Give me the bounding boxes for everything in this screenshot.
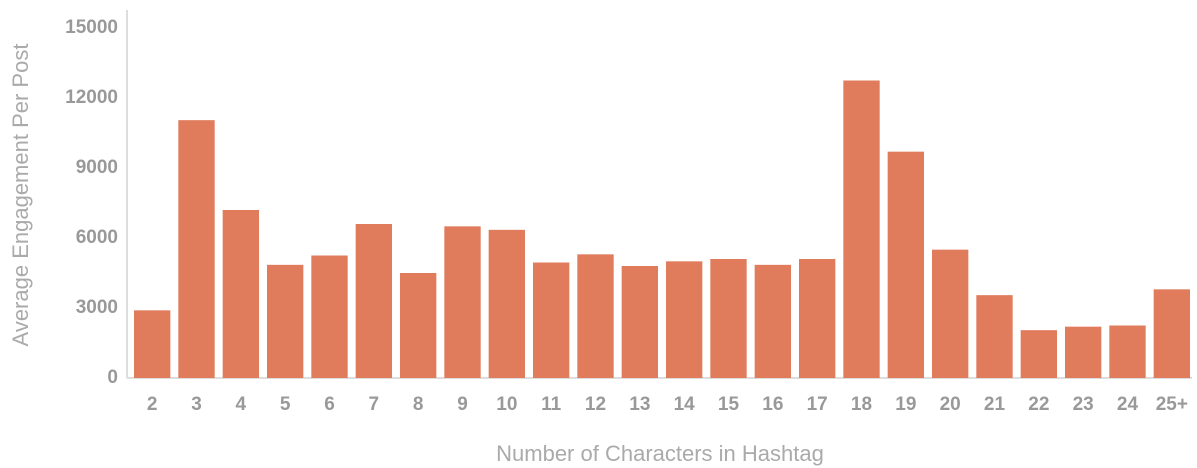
bar [754, 264, 792, 378]
y-tick-label: 0 [107, 367, 118, 388]
x-tick-label: 22 [1028, 394, 1049, 415]
x-tick-label: 19 [895, 394, 916, 415]
bar [710, 259, 747, 378]
x-tick-label: 21 [984, 394, 1006, 415]
bar [843, 80, 880, 378]
x-tick-label: 7 [369, 394, 380, 415]
bar [577, 254, 614, 378]
x-tick-label: 14 [674, 394, 696, 415]
bar [665, 261, 703, 378]
bar [1020, 330, 1058, 378]
bar [444, 226, 481, 378]
bar [798, 259, 836, 378]
y-tick-label: 12000 [65, 87, 118, 108]
bar [621, 266, 659, 378]
bar [311, 255, 348, 378]
bar [532, 262, 570, 378]
x-tick-label: 6 [324, 394, 335, 415]
x-tick-label: 13 [629, 394, 650, 415]
bar [1109, 325, 1146, 378]
x-tick-label: 2 [147, 394, 158, 415]
y-axis-title: Average Engagement Per Post [8, 44, 33, 347]
bar [976, 295, 1013, 378]
bar [266, 264, 304, 378]
x-tick-label: 24 [1117, 394, 1139, 415]
bar [222, 210, 260, 378]
x-tick-label: 4 [236, 394, 247, 415]
y-tick-label: 9000 [76, 157, 118, 178]
x-tick-label: 9 [457, 394, 468, 415]
x-tick-label: 11 [541, 394, 562, 415]
bar [1064, 326, 1102, 378]
y-tick-label: 3000 [76, 297, 118, 318]
x-tick-label: 17 [807, 394, 828, 415]
bar [887, 151, 925, 378]
y-tick-label: 15000 [65, 17, 118, 38]
bar [178, 120, 215, 379]
x-tick-label: 8 [413, 394, 424, 415]
bar [931, 249, 969, 378]
x-tick-label: 20 [940, 394, 961, 415]
bar [133, 310, 171, 378]
bar [399, 273, 437, 378]
x-tick-label: 23 [1073, 394, 1094, 415]
x-tick-label: 12 [585, 394, 606, 415]
x-tick-label: 5 [280, 394, 291, 415]
bar [355, 224, 393, 378]
x-tick-label: 10 [496, 394, 517, 415]
x-tick-label: 16 [762, 394, 783, 415]
x-axis-title: Number of Characters in Hashtag [496, 441, 824, 466]
x-tick-label: 25+ [1156, 394, 1188, 415]
x-tick-label: 15 [718, 394, 740, 415]
y-tick-label: 6000 [76, 227, 118, 248]
bar [488, 229, 526, 378]
x-tick-label: 3 [191, 394, 202, 415]
bar [1153, 289, 1191, 378]
x-tick-label: 18 [851, 394, 872, 415]
